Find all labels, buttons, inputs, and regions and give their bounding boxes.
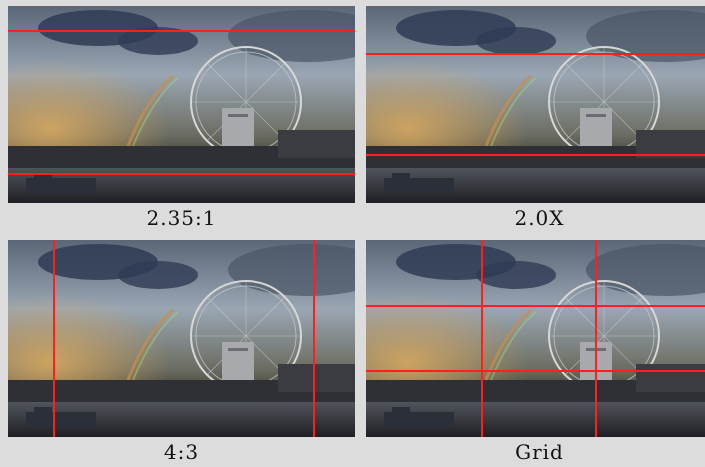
panel-4-3: 4:3: [8, 240, 355, 467]
guide-line-horizontal-bottom: [8, 173, 355, 176]
photo-london-eye: [8, 240, 355, 437]
photo-london-eye: [8, 6, 355, 203]
photo-london-eye: [366, 6, 705, 203]
guide-line-horizontal-top: [8, 29, 355, 32]
caption-2-0x: 2.0X: [514, 206, 565, 230]
guide-line-horizontal-upper-third: [366, 305, 705, 307]
caption-2-35-1: 2.35:1: [146, 206, 217, 230]
london-eye-rainbow-photo: [8, 240, 355, 437]
panel-2-0x: 2.0X: [366, 6, 705, 233]
caption-grid: Grid: [515, 440, 564, 464]
panel-2-35-1: 2.35:1: [8, 6, 355, 233]
london-eye-rainbow-photo: [366, 6, 705, 203]
caption-4-3: 4:3: [163, 440, 200, 464]
guide-line-horizontal-bottom: [366, 153, 705, 156]
photo-london-eye: [366, 240, 705, 437]
guide-line-horizontal-lower-third: [366, 370, 705, 373]
london-eye-rainbow-photo: [366, 240, 705, 437]
guide-line-vertical-right: [313, 240, 316, 437]
guide-line-horizontal-top: [366, 53, 705, 56]
guide-line-vertical-left-third: [480, 240, 483, 437]
guide-line-vertical-right-third: [595, 240, 598, 437]
guide-line-vertical-left: [53, 240, 56, 437]
panel-grid: Grid: [366, 240, 705, 467]
